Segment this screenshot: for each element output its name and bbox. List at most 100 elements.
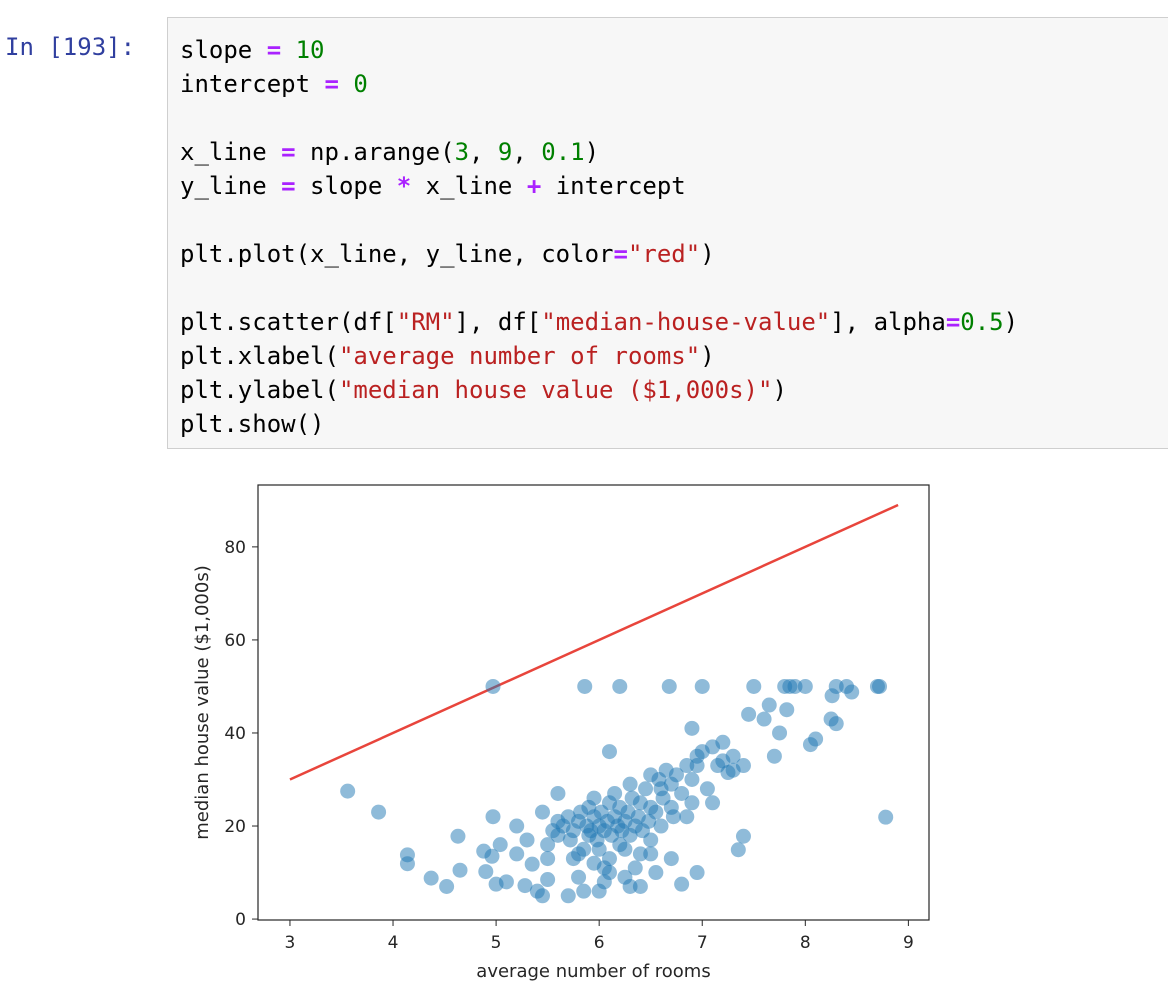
code-token — [339, 70, 353, 98]
point — [423, 870, 439, 886]
code-token: ], df[ — [454, 308, 542, 336]
point — [617, 869, 633, 885]
point — [509, 818, 525, 834]
y-tick-label: 60 — [224, 631, 246, 651]
point — [648, 865, 664, 881]
point — [439, 879, 455, 895]
point — [679, 758, 695, 774]
code-token: "average number of rooms" — [338, 342, 701, 370]
point — [872, 678, 888, 694]
point — [498, 874, 514, 890]
point — [560, 888, 576, 904]
code-token: ) — [584, 138, 600, 166]
point — [665, 809, 681, 825]
code-token: plt.plot(x_line, y_line, color — [180, 240, 614, 268]
point — [607, 785, 623, 801]
code-token: ], alpha — [830, 308, 946, 336]
code-token: * — [396, 172, 412, 200]
code-token: 0.5 — [960, 308, 1004, 336]
point — [648, 804, 664, 820]
input-prompt: In [193]: — [5, 33, 136, 61]
point — [766, 748, 782, 764]
point — [632, 879, 648, 895]
point — [674, 785, 690, 801]
chart: 3 4 5 6 7 8 9 0 20 40 60 80 average number of rooms m… — [192, 484, 930, 982]
point — [399, 856, 415, 872]
point — [684, 795, 700, 811]
point — [653, 818, 669, 834]
code-token: slope — [180, 36, 267, 64]
point — [761, 697, 777, 713]
point — [694, 678, 710, 694]
code-line: plt.xlabel("average number of rooms") — [180, 339, 1018, 373]
point — [485, 809, 501, 825]
code-line: intercept = 0 — [180, 67, 1018, 101]
code-line — [180, 203, 1018, 237]
point — [586, 790, 602, 806]
point — [577, 678, 593, 694]
x-tick-label: 8 — [800, 933, 811, 953]
code-token: "red" — [627, 240, 701, 268]
code-token: np.arange( — [295, 138, 455, 166]
point — [576, 883, 592, 899]
x-tick-label: 9 — [903, 933, 914, 953]
point — [705, 795, 721, 811]
point — [699, 781, 715, 797]
point — [643, 767, 659, 783]
point — [545, 823, 561, 839]
point — [674, 876, 690, 892]
point — [571, 846, 587, 862]
code-token: plt.scatter(df[ — [180, 308, 397, 336]
code-token: "median-house-value" — [541, 308, 831, 336]
code-token: ) — [700, 342, 715, 370]
code-token: 0 — [353, 70, 368, 98]
point — [540, 872, 556, 888]
code-line: plt.scatter(df["RM"], df["median-house-v… — [180, 305, 1018, 339]
y-axis-label: median house value ($1,000s) — [192, 565, 213, 840]
code-token: = — [281, 138, 296, 166]
code-token: x_line — [411, 172, 527, 200]
point — [627, 860, 643, 876]
point — [540, 837, 556, 853]
point — [534, 804, 550, 820]
point — [741, 706, 757, 722]
code-token: 9 — [497, 138, 513, 166]
code: slope = 10 intercept = 0 x_line = np.arang… — [180, 33, 1018, 441]
point — [485, 678, 501, 694]
code-line: plt.plot(x_line, y_line, color="red") — [180, 237, 1018, 271]
point — [519, 832, 535, 848]
code-token: "RM" — [396, 308, 455, 336]
code-line: y_line = slope * x_line + intercept — [180, 169, 1018, 203]
plot-frame — [257, 484, 930, 921]
point — [534, 888, 550, 904]
code-token: plt.xlabel( — [180, 342, 339, 370]
code-token: "median house value ($1,000s)" — [338, 376, 773, 404]
x-tick-label: 3 — [285, 933, 296, 953]
point — [735, 758, 751, 774]
x-tick-label: 7 — [697, 933, 708, 953]
code-token: intercept — [541, 172, 686, 200]
code-token: + — [526, 172, 542, 200]
point — [844, 684, 860, 700]
point — [668, 767, 684, 783]
y-tick-label: 20 — [224, 817, 246, 837]
code-token: = — [945, 308, 961, 336]
point — [787, 678, 803, 694]
code-cell[interactable] — [167, 17, 1168, 449]
point — [679, 809, 695, 825]
point — [643, 846, 659, 862]
point — [591, 841, 607, 857]
code-token: ) — [700, 240, 715, 268]
point — [730, 842, 746, 858]
point — [746, 678, 762, 694]
code-token: 3 — [454, 138, 470, 166]
y-tick-label: 40 — [224, 724, 246, 744]
point — [661, 678, 677, 694]
code-token: x_line — [180, 138, 282, 166]
point — [663, 851, 679, 867]
point — [596, 860, 612, 876]
point — [684, 720, 700, 736]
point — [705, 739, 721, 755]
point — [622, 776, 638, 792]
code-line — [180, 271, 1018, 305]
